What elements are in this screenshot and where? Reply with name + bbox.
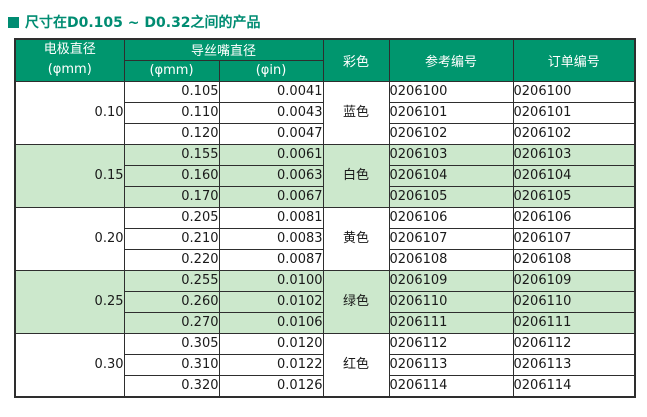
guide-diameter-in-cell: 0.0120: [218, 332, 324, 355]
electrode-diameter-cell: 0.10: [14, 80, 125, 145]
guide-diameter-in-cell: 0.0067: [218, 185, 324, 208]
reference-number-cell: 0206113: [388, 353, 514, 376]
header-order-number: 订单编号: [512, 38, 636, 82]
order-number-cell: 0206109: [512, 269, 636, 292]
order-number-cell: 0206101: [512, 101, 636, 124]
table-row: 0.10 0.105 0.0041 蓝色 0206100 0206100: [14, 80, 636, 145]
title-bullet-icon: [8, 16, 19, 28]
guide-diameter-in-cell: 0.0102: [218, 290, 324, 313]
guide-diameter-mm-cell: 0.170: [123, 185, 220, 208]
guide-diameter-in-cell: 0.0083: [218, 227, 324, 250]
guide-diameter-mm-cell: 0.155: [123, 143, 220, 166]
page-title: 尺寸在D0.105 ~ D0.32之间的产品: [8, 12, 261, 32]
guide-diameter-mm-cell: 0.120: [123, 122, 220, 145]
order-number-cell: 0206104: [512, 164, 636, 187]
page-title-text: 尺寸在D0.105 ~ D0.32之间的产品: [25, 15, 261, 31]
guide-diameter-mm-cell: 0.305: [123, 332, 220, 355]
header-reference-number: 参考编号: [388, 38, 514, 82]
order-number-cell: 0206103: [512, 143, 636, 166]
order-number-cell: 0206102: [512, 122, 636, 145]
header-guide-nozzle-diameter: 导丝嘴直径: [123, 38, 324, 61]
reference-number-cell: 0206105: [388, 185, 514, 208]
table-row: 0.15 0.155 0.0061 白色 0206103 0206103: [14, 143, 636, 208]
guide-diameter-mm-cell: 0.220: [123, 248, 220, 271]
reference-number-cell: 0206112: [388, 332, 514, 355]
reference-number-cell: 0206104: [388, 164, 514, 187]
product-spec-table: 电极直径 (φmm) 导丝嘴直径 彩色 参考编号 订单编号 (φmm) (φin…: [14, 38, 637, 398]
reference-number-cell: 0206102: [388, 122, 514, 145]
guide-diameter-mm-cell: 0.270: [123, 311, 220, 334]
color-name-cell: 黄色: [322, 206, 390, 271]
header-electrode-diameter: 电极直径 (φmm): [14, 38, 125, 82]
table-row: 0.170 0.0067 0206105 0206105: [15, 185, 636, 208]
reference-number-cell: 0206107: [388, 227, 514, 250]
reference-number-cell: 0206114: [388, 374, 514, 397]
guide-diameter-mm-cell: 0.160: [123, 164, 220, 187]
reference-number-cell: 0206111: [388, 311, 514, 334]
reference-number-cell: 0206110: [388, 290, 514, 313]
table-row: 0.260 0.0102 0206110 0206110: [15, 290, 636, 313]
order-number-cell: 0206114: [512, 374, 636, 397]
table-row: 0.210 0.0083 0206107 0206107: [15, 227, 636, 250]
header-electrode-line1: 电极直径: [43, 42, 96, 58]
order-number-cell: 0206112: [512, 332, 636, 355]
order-number-cell: 0206100: [512, 80, 636, 103]
table-row: 0.310 0.0122 0206113 0206113: [15, 353, 636, 376]
color-name-cell: 蓝色: [322, 80, 390, 145]
guide-diameter-in-cell: 0.0063: [218, 164, 324, 187]
guide-diameter-mm-cell: 0.255: [123, 269, 220, 292]
reference-number-cell: 0206101: [388, 101, 514, 124]
guide-diameter-mm-cell: 0.110: [123, 101, 220, 124]
header-unit-mm: (φmm): [123, 59, 220, 82]
electrode-diameter-cell: 0.20: [14, 206, 125, 271]
guide-diameter-mm-cell: 0.310: [123, 353, 220, 376]
guide-diameter-in-cell: 0.0106: [218, 311, 324, 334]
table-row: 0.160 0.0063 0206104 0206104: [15, 164, 636, 187]
guide-diameter-mm-cell: 0.105: [123, 80, 220, 103]
guide-diameter-in-cell: 0.0087: [218, 248, 324, 271]
guide-diameter-in-cell: 0.0047: [218, 122, 324, 145]
guide-diameter-mm-cell: 0.205: [123, 206, 220, 229]
order-number-cell: 0206106: [512, 206, 636, 229]
table-row: 0.320 0.0126 0206114 0206114: [15, 374, 636, 397]
guide-diameter-in-cell: 0.0100: [218, 269, 324, 292]
header-unit-in: (φin): [218, 59, 324, 82]
electrode-diameter-cell: 0.15: [14, 143, 125, 208]
color-name-cell: 红色: [322, 332, 390, 397]
electrode-diameter-cell: 0.25: [14, 269, 125, 334]
order-number-cell: 0206108: [512, 248, 636, 271]
table-row: 0.270 0.0106 0206111 0206111: [15, 311, 636, 334]
order-number-cell: 0206111: [512, 311, 636, 334]
guide-diameter-mm-cell: 0.320: [123, 374, 220, 397]
header-color: 彩色: [322, 38, 390, 82]
order-number-cell: 0206105: [512, 185, 636, 208]
guide-diameter-in-cell: 0.0043: [218, 101, 324, 124]
guide-diameter-in-cell: 0.0122: [218, 353, 324, 376]
reference-number-cell: 0206106: [388, 206, 514, 229]
color-name-cell: 绿色: [322, 269, 390, 334]
guide-diameter-in-cell: 0.0061: [218, 143, 324, 166]
reference-number-cell: 0206103: [388, 143, 514, 166]
order-number-cell: 0206113: [512, 353, 636, 376]
table-row: 0.220 0.0087 0206108 0206108: [15, 248, 636, 271]
reference-number-cell: 0206100: [388, 80, 514, 103]
header-electrode-line2: (φmm): [47, 62, 92, 78]
guide-diameter-in-cell: 0.0081: [218, 206, 324, 229]
guide-diameter-in-cell: 0.0126: [218, 374, 324, 397]
electrode-diameter-cell: 0.30: [14, 332, 125, 397]
table-row: 0.25 0.255 0.0100 绿色 0206109 0206109: [14, 269, 636, 334]
color-name-cell: 白色: [322, 143, 390, 208]
table-row: 0.30 0.305 0.0120 红色 0206112 0206112: [14, 332, 636, 397]
order-number-cell: 0206107: [512, 227, 636, 250]
order-number-cell: 0206110: [512, 290, 636, 313]
guide-diameter-mm-cell: 0.210: [123, 227, 220, 250]
table-row: 0.110 0.0043 0206101 0206101: [15, 101, 636, 124]
reference-number-cell: 0206109: [388, 269, 514, 292]
guide-diameter-mm-cell: 0.260: [123, 290, 220, 313]
reference-number-cell: 0206108: [388, 248, 514, 271]
table-row: 0.20 0.205 0.0081 黄色 0206106 0206106: [14, 206, 636, 271]
table-body: 0.10 0.105 0.0041 蓝色 0206100 0206100 0.110 0.00…: [14, 80, 636, 397]
guide-diameter-in-cell: 0.0041: [218, 80, 324, 103]
